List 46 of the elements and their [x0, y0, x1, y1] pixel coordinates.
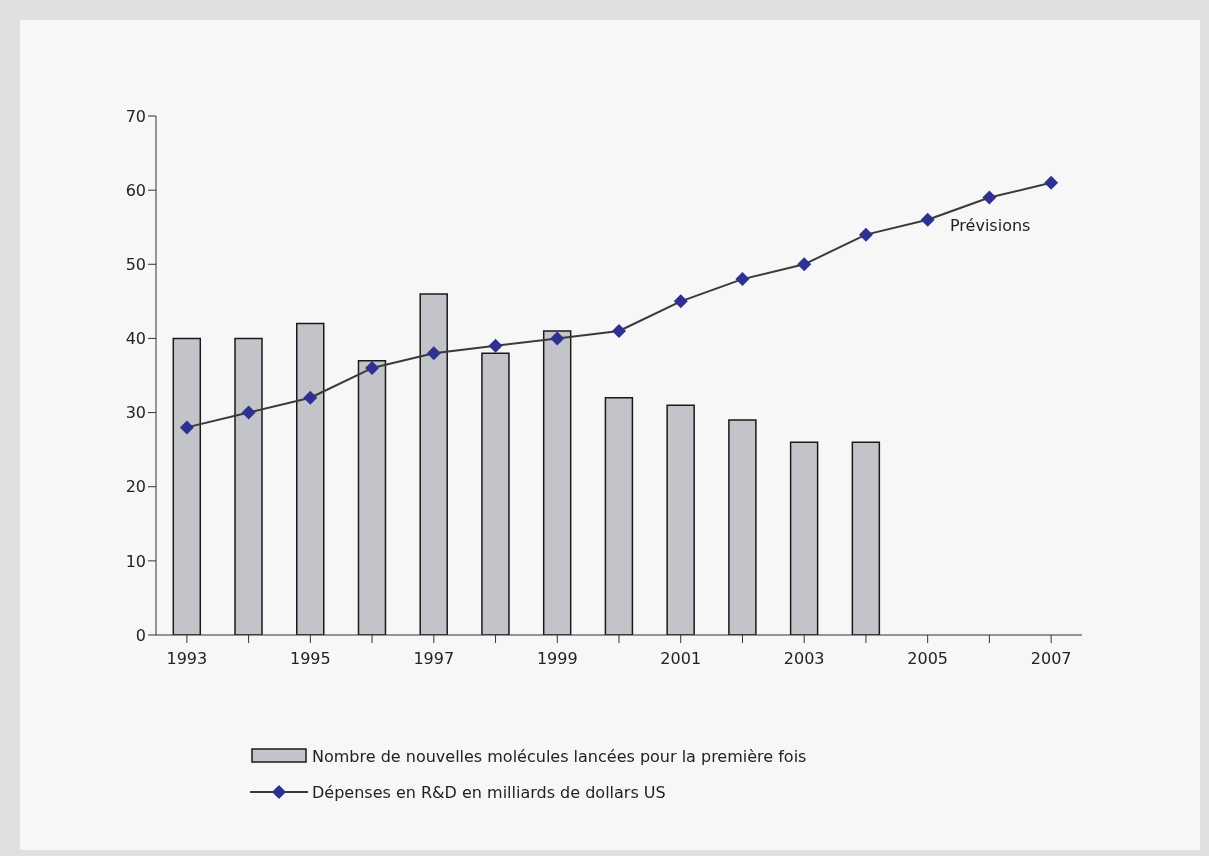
- point: [735, 272, 750, 287]
- bar: [728, 419, 757, 635]
- x-tick-label: 2005: [907, 649, 949, 669]
- legend-label: Nombre de nouvelles molécules lancées pour la première fois: [312, 746, 807, 766]
- bar: [604, 396, 634, 635]
- point: [241, 405, 256, 420]
- point: [612, 324, 626, 339]
- bar: [357, 359, 387, 635]
- x-tick-label: 1999: [536, 649, 578, 669]
- x-tick-label: 1995: [289, 649, 331, 669]
- point: [426, 346, 441, 361]
- x-tick-label: 2003: [783, 649, 825, 669]
- bar: [666, 404, 695, 635]
- x-tick-label: 1997: [413, 649, 455, 669]
- point: [550, 331, 565, 346]
- bar: [296, 322, 325, 635]
- y-tick-label: 30: [125, 403, 146, 423]
- x-tick-label: 1993: [166, 649, 208, 669]
- y-tick-label: 10: [125, 551, 146, 571]
- bar: [172, 337, 202, 635]
- bar: [234, 337, 263, 635]
- y-tick-label: 20: [125, 477, 146, 497]
- annotation: Prévisions: [950, 216, 1031, 235]
- bar: [419, 293, 448, 635]
- point: [797, 257, 812, 272]
- point: [858, 227, 873, 242]
- point: [920, 212, 935, 227]
- point: [982, 190, 997, 205]
- y-tick-label: 0: [135, 625, 146, 645]
- point: [673, 294, 688, 309]
- y-tick-label: 40: [125, 329, 146, 349]
- bar: [789, 441, 819, 635]
- point: [365, 361, 380, 376]
- point: [488, 338, 503, 353]
- x-tick-label: 2007: [1030, 649, 1072, 669]
- x-tick-label: 2001: [660, 649, 702, 669]
- bar: [481, 352, 510, 635]
- y-tick-label: 60: [125, 180, 146, 200]
- point: [179, 420, 194, 435]
- legend-label: Dépenses en R&D en milliards de dollars US: [312, 782, 666, 802]
- point: [303, 390, 318, 405]
- point: [1044, 175, 1059, 190]
- bar: [851, 441, 881, 635]
- y-tick-label: 50: [125, 254, 146, 274]
- bar: [542, 330, 572, 635]
- y-tick-label: 70: [125, 106, 146, 126]
